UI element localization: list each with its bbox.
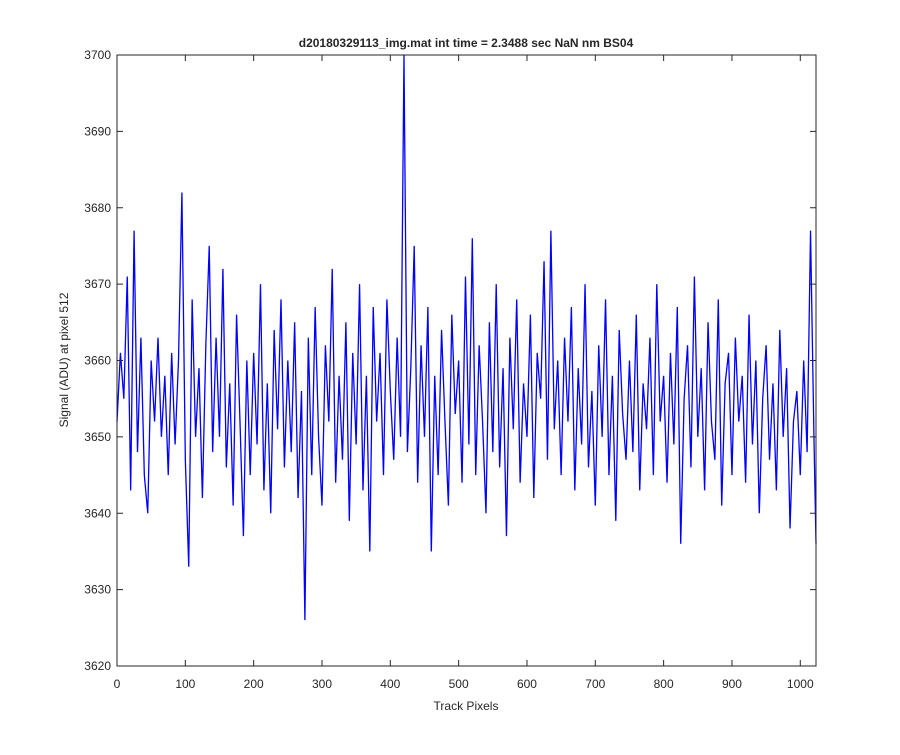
axes-box [116, 54, 817, 667]
x-tick-label: 300 [312, 677, 332, 691]
x-tick-label: 800 [654, 677, 674, 691]
y-tick-label: 3700 [84, 48, 111, 62]
y-tick-label: 3690 [84, 124, 111, 138]
y-tick-label: 3680 [84, 201, 111, 215]
x-tick-label: 600 [517, 677, 537, 691]
x-tick-label: 700 [585, 677, 605, 691]
x-tick-label: 1000 [787, 677, 814, 691]
y-axis-label: Signal (ADU) at pixel 512 [57, 292, 71, 427]
x-axis-label: Track Pixels [434, 699, 499, 713]
y-tick-label: 3660 [84, 354, 111, 368]
y-tick-label: 3640 [84, 506, 111, 520]
y-tick-label: 3630 [84, 583, 111, 597]
x-tick-label: 200 [244, 677, 264, 691]
x-tick-label: 900 [722, 677, 742, 691]
x-tick-label: 500 [449, 677, 469, 691]
x-tick-label: 0 [114, 677, 121, 691]
data-line [116, 54, 817, 621]
x-tick-label: 100 [175, 677, 195, 691]
x-tick-label: 400 [380, 677, 400, 691]
y-tick-label: 3670 [84, 277, 111, 291]
y-tick-label: 3620 [84, 659, 111, 673]
y-tick-label: 3650 [84, 430, 111, 444]
chart-title: d20180329113_img.mat int time = 2.3488 s… [299, 36, 634, 50]
